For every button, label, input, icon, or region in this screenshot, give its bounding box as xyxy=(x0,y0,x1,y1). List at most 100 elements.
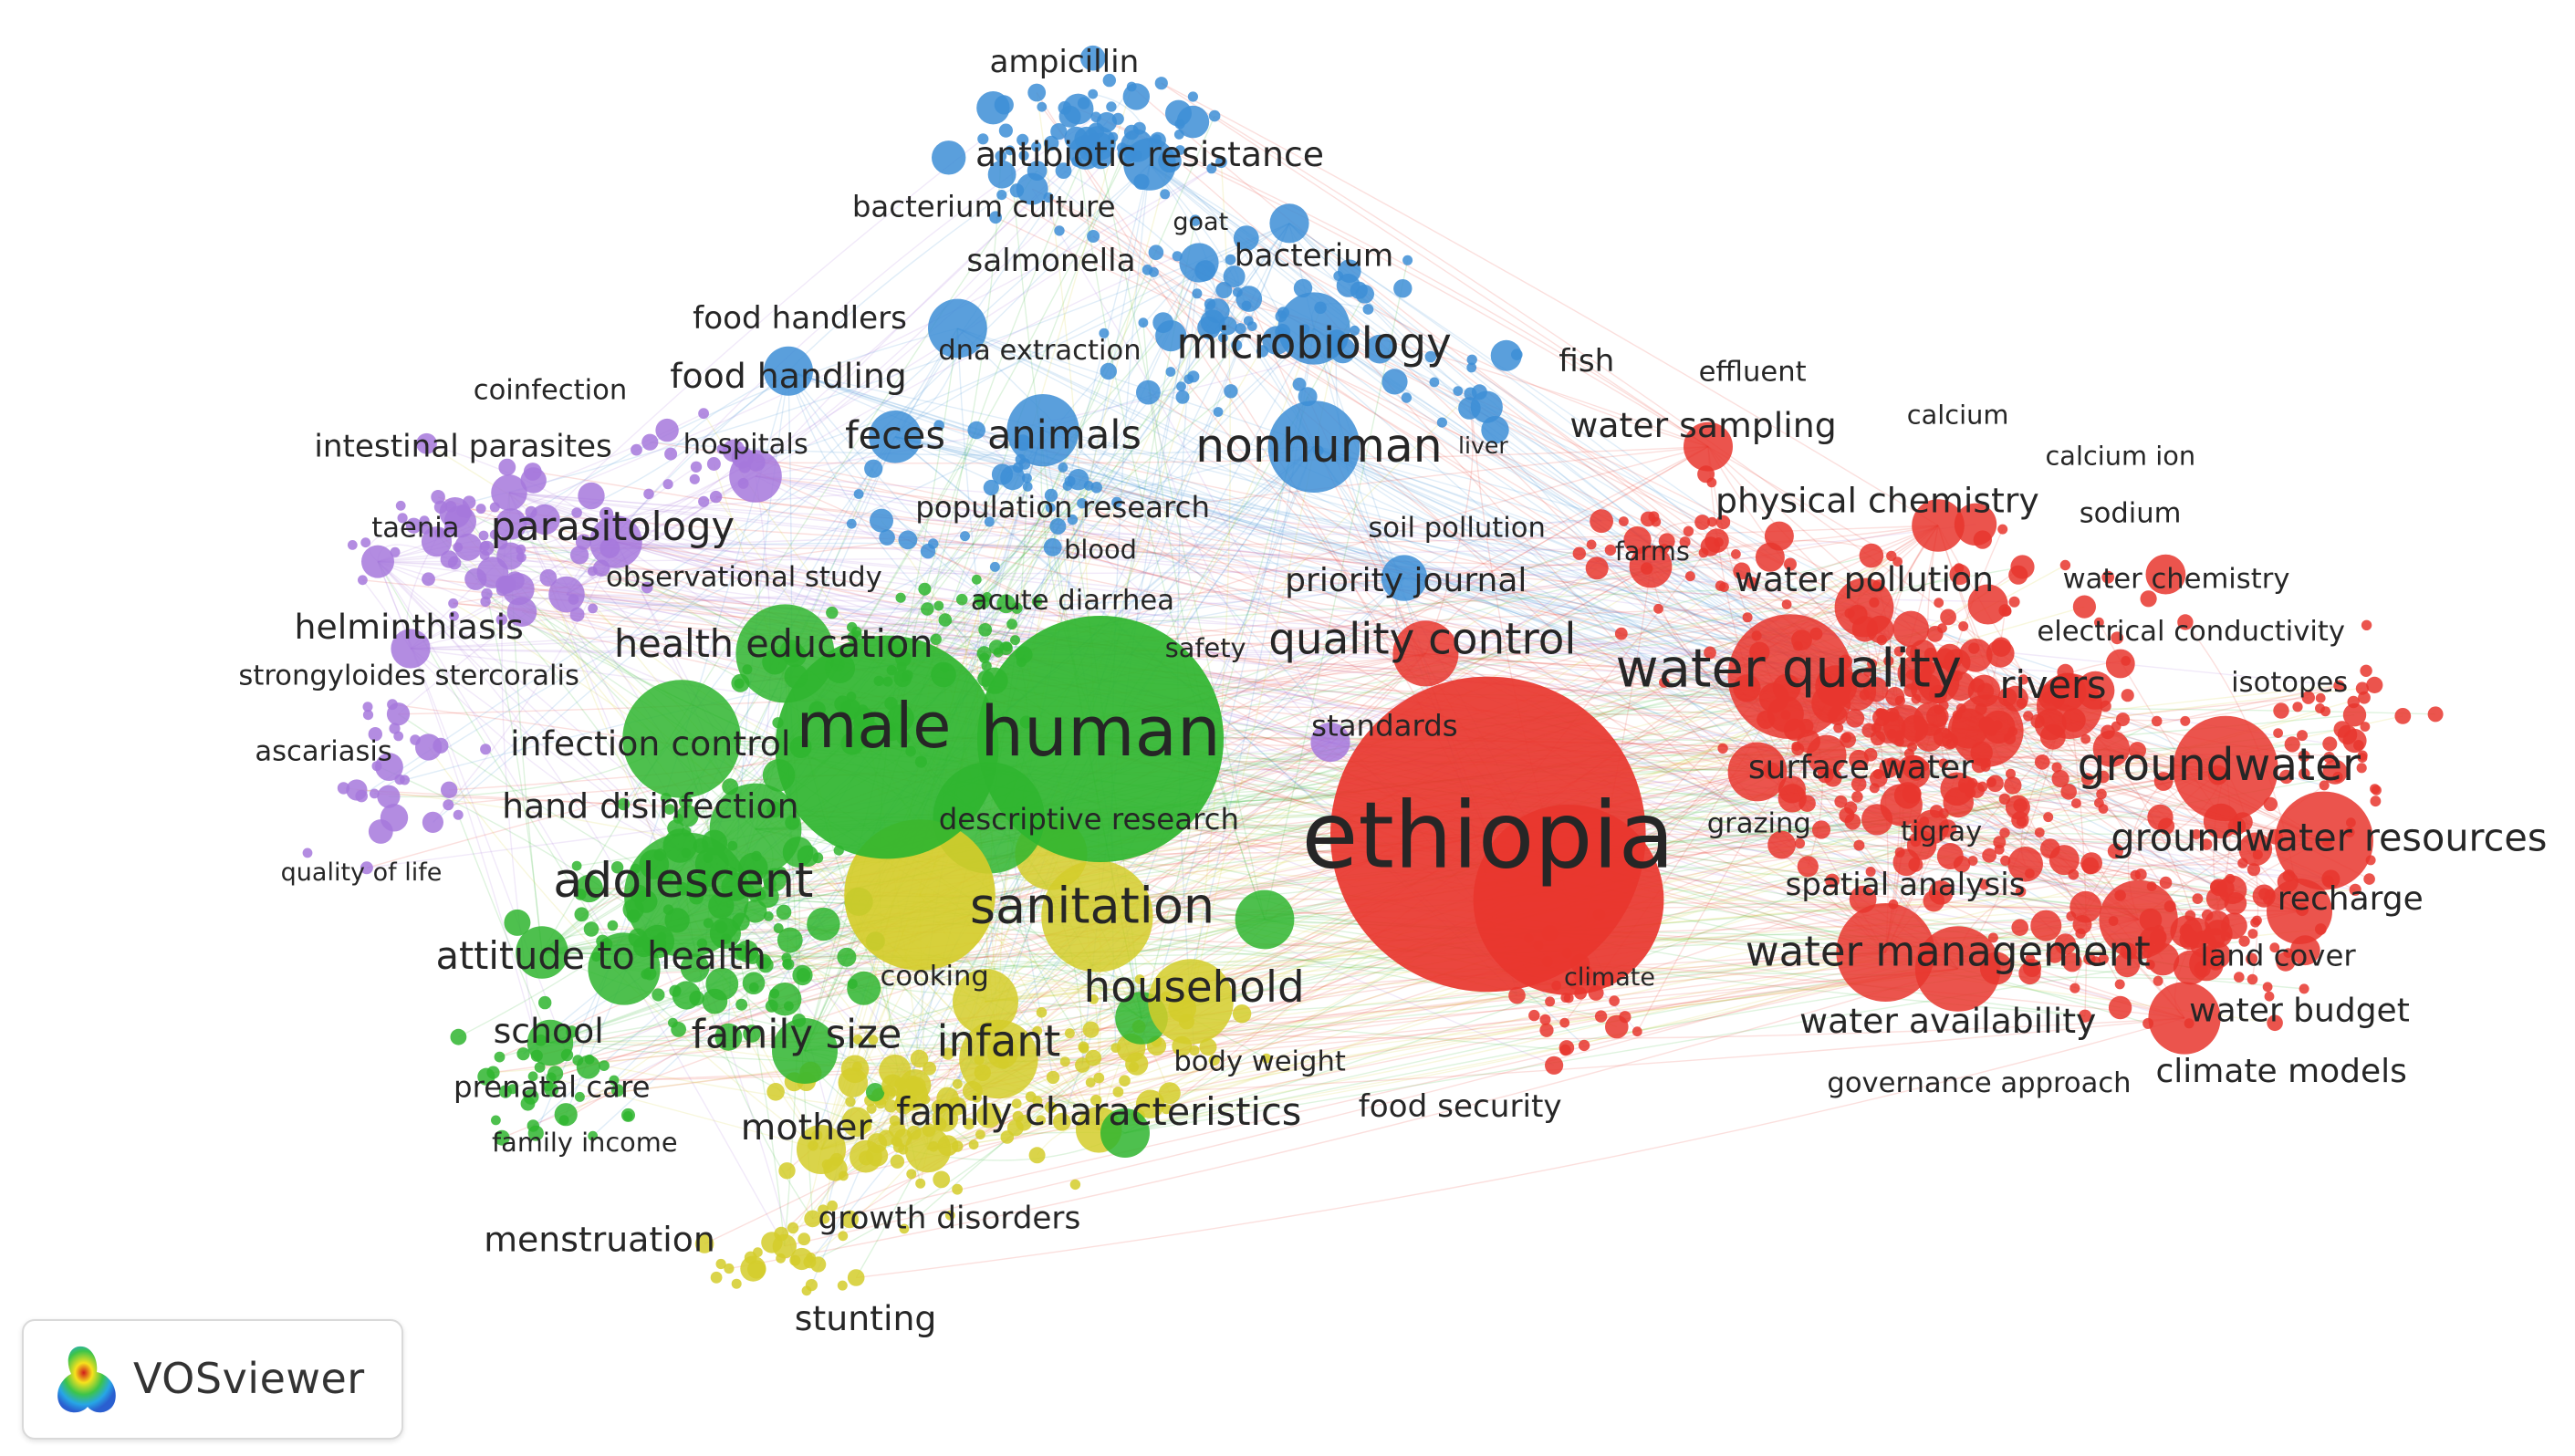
term-node-red[interactable] xyxy=(1892,610,1929,648)
term-node-yellow[interactable] xyxy=(879,1054,912,1087)
term-node-red[interactable] xyxy=(2322,759,2348,785)
term-label-water-management[interactable]: water management xyxy=(1746,927,2151,975)
term-node-green[interactable] xyxy=(826,606,839,619)
term-node-red[interactable] xyxy=(1784,557,1797,571)
term-node-yellow[interactable] xyxy=(953,969,1018,1035)
term-node-red[interactable] xyxy=(1834,577,1894,638)
term-node-yellow[interactable] xyxy=(845,1097,856,1108)
term-label-health-education[interactable]: health education xyxy=(614,622,933,666)
term-node-purple[interactable] xyxy=(380,804,409,832)
term-node-blue[interactable] xyxy=(1099,328,1110,338)
term-node-blue[interactable] xyxy=(1187,370,1200,383)
term-node-purple[interactable] xyxy=(389,723,401,734)
term-node-purple[interactable] xyxy=(479,540,495,556)
term-node-blue[interactable] xyxy=(1215,156,1227,169)
term-node-purple[interactable] xyxy=(495,508,527,540)
term-node-blue[interactable] xyxy=(846,518,857,529)
term-label-antibiotic-resistance[interactable]: antibiotic resistance xyxy=(975,134,1324,174)
term-node-blue[interactable] xyxy=(1224,384,1238,399)
term-label-attitude-to-health[interactable]: attitude to health xyxy=(436,934,766,978)
term-node-red[interactable] xyxy=(1707,516,1717,527)
term-label-ampicillin[interactable]: ampicillin xyxy=(989,44,1139,80)
term-node-red[interactable] xyxy=(1934,598,1944,608)
term-label-food-handling[interactable]: food handling xyxy=(670,356,907,396)
term-node-red[interactable] xyxy=(2278,769,2294,785)
term-label-hospitals[interactable]: hospitals xyxy=(683,429,808,461)
term-node-green[interactable] xyxy=(996,594,1016,614)
term-node-green[interactable] xyxy=(672,981,701,1010)
term-node-red[interactable] xyxy=(2049,845,2080,876)
term-node-green[interactable] xyxy=(865,1083,885,1102)
term-node-purple[interactable] xyxy=(729,450,782,503)
term-node-purple[interactable] xyxy=(391,629,431,669)
term-node-red[interactable] xyxy=(2276,952,2296,972)
term-node-blue[interactable] xyxy=(1179,243,1219,283)
term-node-green[interactable] xyxy=(576,1055,600,1079)
term-node-red[interactable] xyxy=(2298,750,2310,763)
term-node-blue[interactable] xyxy=(1154,77,1168,90)
term-label-descriptive-research[interactable]: descriptive research xyxy=(939,802,1239,837)
term-node-red[interactable] xyxy=(1982,848,1997,863)
term-node-red[interactable] xyxy=(2140,590,2157,608)
term-label-quality-of-life[interactable]: quality of life xyxy=(281,858,443,887)
term-node-red[interactable] xyxy=(2247,863,2261,877)
term-node-red[interactable] xyxy=(1797,856,1819,878)
term-node-green[interactable] xyxy=(735,940,759,963)
term-label-grazing[interactable]: grazing xyxy=(1707,808,1811,840)
term-node-yellow[interactable] xyxy=(840,1210,859,1229)
term-node-yellow[interactable] xyxy=(1199,1038,1217,1056)
term-node-yellow[interactable] xyxy=(959,1019,1038,1099)
term-node-red[interactable] xyxy=(1926,626,1944,642)
term-node-red[interactable] xyxy=(1539,1023,1554,1037)
term-label-blood[interactable]: blood xyxy=(1064,534,1137,565)
term-node-blue[interactable] xyxy=(1062,93,1094,125)
term-node-red[interactable] xyxy=(1330,676,1646,993)
term-node-red[interactable] xyxy=(1767,830,1796,859)
term-node-blue[interactable] xyxy=(1043,537,1062,556)
term-node-red[interactable] xyxy=(2273,728,2284,738)
term-node-purple[interactable] xyxy=(690,461,703,473)
term-node-green[interactable] xyxy=(491,1115,501,1126)
term-node-green[interactable] xyxy=(477,1067,495,1086)
term-label-calcium[interactable]: calcium xyxy=(1907,399,2009,430)
term-node-red[interactable] xyxy=(2297,730,2308,742)
term-node-red[interactable] xyxy=(2080,852,2103,874)
term-node-red[interactable] xyxy=(1936,843,1964,869)
term-node-red[interactable] xyxy=(1999,827,2010,838)
term-node-purple[interactable] xyxy=(431,490,445,504)
term-node-red[interactable] xyxy=(1539,1014,1551,1025)
term-node-red[interactable] xyxy=(2427,706,2444,723)
term-node-green[interactable] xyxy=(575,874,603,903)
term-node-green[interactable] xyxy=(847,971,881,1005)
term-label-spatial-analysis[interactable]: spatial analysis xyxy=(1785,867,2025,903)
term-node-green[interactable] xyxy=(735,998,748,1011)
term-node-blue[interactable] xyxy=(1050,123,1068,140)
term-node-yellow[interactable] xyxy=(1052,1112,1071,1131)
term-node-purple[interactable] xyxy=(491,474,527,511)
term-node-blue[interactable] xyxy=(1027,83,1047,102)
term-node-blue[interactable] xyxy=(967,421,985,440)
term-node-green[interactable] xyxy=(583,921,599,937)
term-node-blue[interactable] xyxy=(1088,88,1099,99)
term-node-red[interactable] xyxy=(1954,503,1997,546)
term-node-red[interactable] xyxy=(1845,709,1865,728)
term-label-growth-disorders[interactable]: growth disorders xyxy=(818,1200,1080,1236)
term-node-red[interactable] xyxy=(2262,982,2273,993)
term-node-blue[interactable] xyxy=(1138,317,1149,328)
term-node-purple[interactable] xyxy=(689,473,700,484)
term-node-purple[interactable] xyxy=(539,568,558,587)
term-node-purple[interactable] xyxy=(588,603,598,614)
term-node-red[interactable] xyxy=(1727,742,1788,802)
term-node-blue[interactable] xyxy=(1235,286,1263,312)
term-node-blue[interactable] xyxy=(1401,392,1413,403)
term-node-red[interactable] xyxy=(2361,619,2372,630)
term-node-purple[interactable] xyxy=(346,779,368,801)
term-node-red[interactable] xyxy=(2292,702,2303,712)
term-node-blue[interactable] xyxy=(960,531,970,542)
term-node-red[interactable] xyxy=(2394,708,2412,724)
term-node-yellow[interactable] xyxy=(1025,1091,1037,1103)
term-node-blue[interactable] xyxy=(1466,362,1477,373)
term-node-red[interactable] xyxy=(2083,952,2096,965)
term-node-red[interactable] xyxy=(2071,798,2081,808)
term-node-purple[interactable] xyxy=(698,408,709,420)
